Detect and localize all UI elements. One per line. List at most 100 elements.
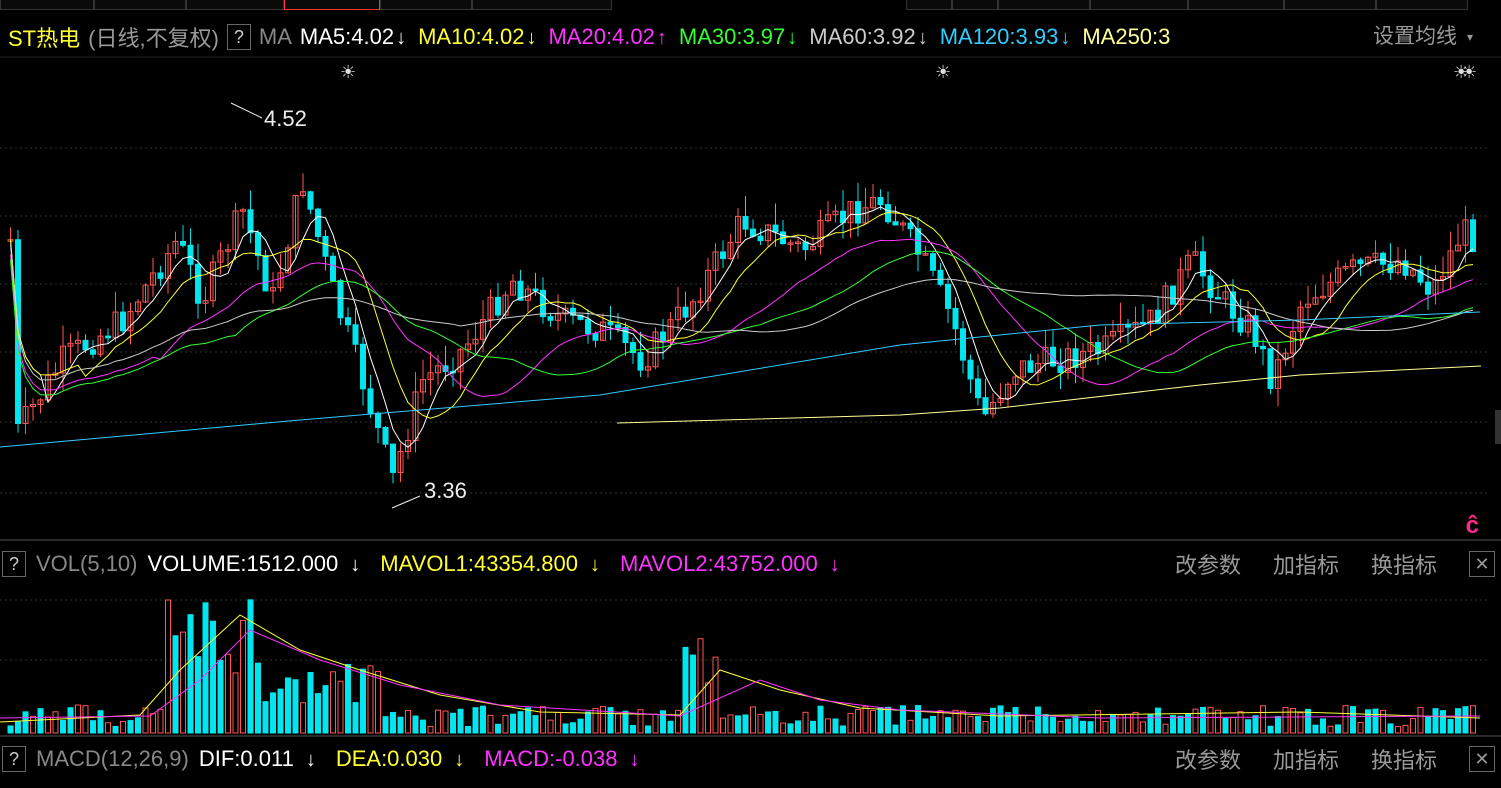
volume-bar <box>487 714 494 734</box>
candle-body <box>1357 259 1364 265</box>
volume-bar <box>600 706 606 734</box>
top-tab[interactable] <box>0 0 94 10</box>
macd-switch-indicator-button[interactable]: 换指标 <box>1370 748 1437 773</box>
ma-settings-button[interactable]: 设置均线 ▾ <box>1368 20 1473 50</box>
volume-bar <box>825 718 831 734</box>
volume-bar <box>457 708 464 734</box>
event-marker-icon[interactable]: ☀ <box>340 62 357 82</box>
candle-body <box>37 399 44 406</box>
vol-help-button[interactable]: ? <box>2 551 26 577</box>
volume-bar <box>1012 707 1019 734</box>
candle-body <box>292 194 299 249</box>
event-marker-icon[interactable]: ☀ <box>1453 62 1470 82</box>
top-tab[interactable] <box>94 0 186 10</box>
candle-body <box>1267 348 1274 389</box>
volume-bar <box>1087 721 1094 734</box>
top-tab[interactable] <box>1376 0 1468 10</box>
vol-close-icon[interactable]: ✕ <box>1469 551 1495 577</box>
candle-body <box>142 284 149 303</box>
scrollbar-handle[interactable] <box>1495 410 1501 444</box>
candle-body <box>187 244 194 265</box>
candle-body <box>1350 259 1356 267</box>
volume-bar <box>1177 715 1184 734</box>
macd-modify-params-button[interactable]: 改参数 <box>1174 748 1241 773</box>
stock-name[interactable]: ST热电 <box>8 26 81 51</box>
vol-indicator-name[interactable]: VOL(5,10) <box>36 551 138 576</box>
volume-bar <box>510 713 516 734</box>
candle-body <box>1462 219 1469 246</box>
macd-close-icon[interactable]: ✕ <box>1469 746 1495 772</box>
volume-bar <box>682 646 689 734</box>
ma-label[interactable]: MA <box>258 24 292 49</box>
candle-body <box>630 342 636 354</box>
macd-add-indicator-button[interactable]: 加指标 <box>1272 748 1339 773</box>
candle-body <box>135 301 141 312</box>
vol-modify-params-button[interactable]: 改参数 <box>1174 553 1241 578</box>
volume-bar <box>937 710 944 734</box>
candle-body <box>907 222 914 230</box>
candle-body <box>75 339 81 344</box>
top-tab[interactable] <box>1090 0 1188 10</box>
candle-body <box>435 365 441 374</box>
top-tab[interactable] <box>1188 0 1284 10</box>
candle-body <box>735 215 741 244</box>
volume-bar <box>1222 717 1229 734</box>
volume-bar <box>735 715 741 734</box>
volume-bar <box>997 705 1004 734</box>
event-marker-icon[interactable]: ☀ <box>935 62 952 82</box>
candle-body <box>750 228 756 237</box>
candle-body <box>1050 346 1056 367</box>
candle-body <box>82 339 89 351</box>
volume-bar <box>90 720 96 734</box>
event-marker-icon[interactable]: ☀ <box>1461 62 1478 82</box>
top-tab[interactable] <box>998 0 1090 10</box>
volume-bar <box>480 705 486 734</box>
volume-bar <box>262 701 269 734</box>
macd-help-button[interactable]: ? <box>2 746 26 772</box>
top-tab-active[interactable] <box>284 0 380 10</box>
top-tab[interactable] <box>186 0 284 10</box>
volume-bar <box>1057 720 1064 734</box>
volume-bar <box>172 635 179 734</box>
vol-switch-indicator-button[interactable]: 换指标 <box>1370 553 1437 578</box>
candle-body <box>900 222 906 226</box>
top-tab[interactable] <box>380 0 472 10</box>
period-label: (日线,不复权) <box>88 26 219 51</box>
volume-bar <box>1320 718 1326 734</box>
top-tab[interactable] <box>472 0 612 10</box>
candle-body <box>1012 376 1019 385</box>
candle-body <box>832 210 839 216</box>
volume-bar <box>667 720 674 734</box>
volume-bar <box>1162 723 1169 734</box>
volume-bar <box>585 711 591 734</box>
candle-body <box>30 404 36 408</box>
volume-bar <box>30 715 36 734</box>
help-button[interactable]: ? <box>226 24 251 50</box>
candle-body <box>1297 306 1304 332</box>
ma-item-4: MA60:3.92 ↓ <box>809 24 928 49</box>
volume-bar <box>592 707 599 734</box>
top-tab[interactable] <box>1284 0 1376 10</box>
volume-bar <box>1132 711 1139 734</box>
candle-body <box>195 263 201 304</box>
volume-bar <box>637 709 644 734</box>
volume-bar <box>150 713 156 734</box>
volume-bar <box>1395 726 1401 734</box>
candle-body <box>285 247 291 274</box>
candle-body <box>645 366 651 371</box>
candle-body <box>877 196 884 206</box>
volume-bar <box>1027 720 1034 734</box>
volume-bar <box>360 668 366 734</box>
top-tab[interactable] <box>952 0 998 10</box>
volume-bar <box>465 726 471 734</box>
top-tab[interactable] <box>906 0 952 10</box>
macd-indicator-name[interactable]: MACD(12,26,9) <box>36 746 189 771</box>
chart-header: ST热电 (日线,不复权) ? MA MA5:4.02 ↓ MA10:4.02 ↓ MA… <box>0 20 1501 54</box>
volume-bar <box>187 614 194 734</box>
candle-body <box>817 220 824 247</box>
candle-body <box>1252 315 1259 347</box>
vol-add-indicator-button[interactable]: 加指标 <box>1272 553 1339 578</box>
volume-bar <box>97 710 104 734</box>
volume-bar <box>1200 706 1206 734</box>
